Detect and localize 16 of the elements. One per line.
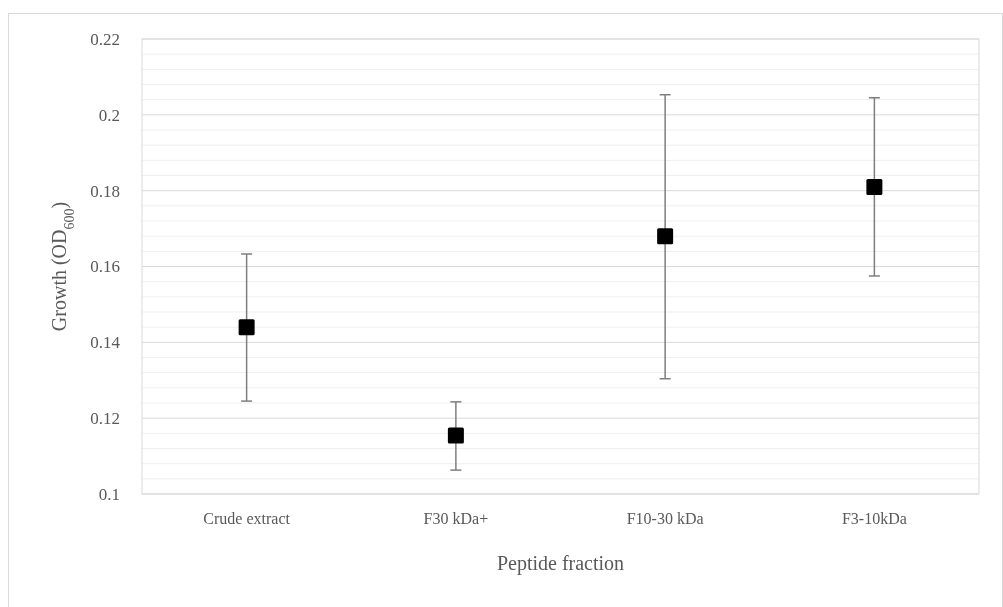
x-tick-label: F10-30 kDa [626, 510, 704, 527]
y-tick-label: 0.12 [90, 409, 120, 429]
y-tick-label: 0.1 [98, 484, 120, 504]
y-tick-label: 0.18 [90, 181, 120, 201]
x-tick-label: F30 kDa+ [423, 510, 489, 527]
x-tick-label: F3-10kDa [841, 510, 907, 527]
point [657, 228, 674, 245]
point [447, 427, 464, 444]
x-axis-title: Peptide fraction [496, 552, 625, 575]
y-tick-label: 0.14 [90, 333, 121, 353]
y-tick-label: 0.22 [90, 29, 120, 49]
point [866, 178, 883, 195]
x-tick-label: Crude extract [203, 510, 291, 527]
y-tick-label: 0.2 [98, 105, 120, 125]
y-tick-label: 0.16 [90, 257, 120, 277]
point [238, 319, 255, 336]
